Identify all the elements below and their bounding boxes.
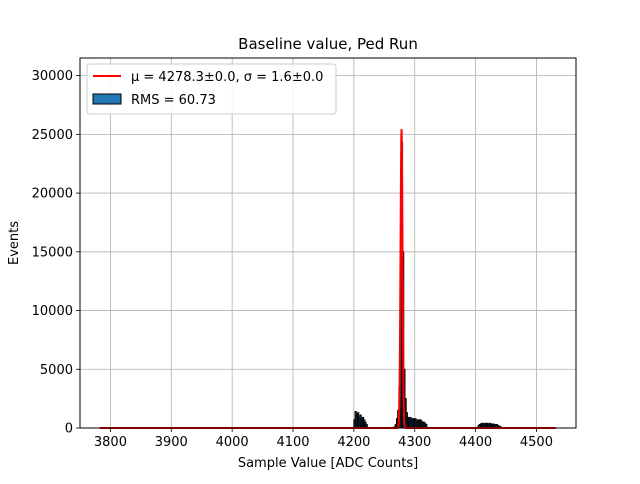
x-tick-label: 4300 <box>398 435 431 450</box>
x-axis-label: Sample Value [ADC Counts] <box>238 456 418 471</box>
y-axis-label: Events <box>7 221 22 265</box>
y-tick-label: 20000 <box>32 187 73 202</box>
x-tick-label: 3800 <box>94 435 127 450</box>
chart-title: Baseline value, Ped Run <box>238 35 418 53</box>
y-axis-ticks: 0 5000 10000 15000 20000 25000 30000 <box>32 69 80 437</box>
x-tick-label: 3900 <box>155 435 188 450</box>
x-tick-label: 4000 <box>216 435 249 450</box>
y-tick-label: 15000 <box>32 245 73 260</box>
x-tick-label: 4100 <box>276 435 309 450</box>
y-tick-label: 30000 <box>32 69 73 84</box>
y-tick-label: 25000 <box>32 128 73 143</box>
legend-box <box>86 63 337 115</box>
y-tick-label: 5000 <box>40 363 73 378</box>
y-tick-label: 10000 <box>32 304 73 319</box>
x-axis-ticks: 3800 3900 4000 4100 4200 4300 4400 4500 <box>94 428 553 450</box>
legend-fit-label: μ = 4278.3±0.0, σ = 1.6±0.0 <box>131 70 323 85</box>
legend-histogram-label: RMS = 60.73 <box>131 93 216 108</box>
legend: μ = 4278.3±0.0, σ = 1.6±0.0 RMS = 60.73 <box>86 63 337 115</box>
legend-histogram-swatch <box>92 93 122 105</box>
plot-frame <box>79 57 577 429</box>
x-tick-label: 4400 <box>459 435 492 450</box>
x-tick-label: 4500 <box>520 435 553 450</box>
y-tick-label: 0 <box>65 422 73 437</box>
x-tick-label: 4200 <box>337 435 370 450</box>
